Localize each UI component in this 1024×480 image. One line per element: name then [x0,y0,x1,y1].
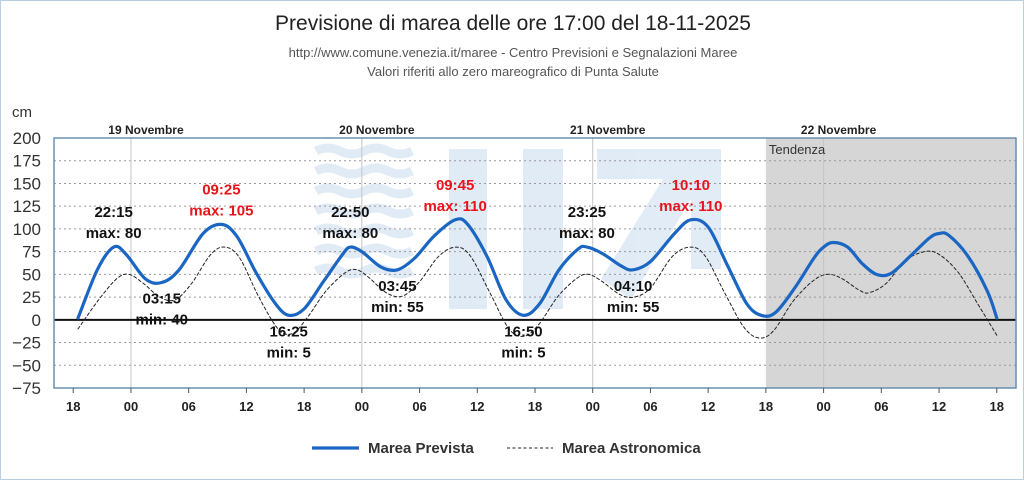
y-tick-label: 25 [22,288,41,307]
y-tick-label: −50 [12,356,41,375]
annotation-time: 09:45 [436,177,474,194]
annotation-value: max: 80 [322,225,378,242]
plot-area: 200 175 150 125 100 75 50 25 0 −25 −50 −75 19 Novemb… [12,123,1017,414]
annotation-value: max: 80 [559,225,615,242]
x-tick-label: 06 [643,399,657,414]
y-tick-label: 125 [13,197,41,216]
x-tick-label: 12 [239,399,253,414]
annotation-time: 16:25 [270,323,308,340]
day-label: 19 Novembre [108,123,184,137]
x-tick-label: 06 [181,399,195,414]
annotation-time: 09:25 [202,181,240,198]
chart-title: Previsione di marea delle ore 17:00 del … [275,12,751,35]
annotation-time: 22:50 [331,204,369,221]
x-tick-label: 00 [816,399,830,414]
y-tick-label: 100 [13,220,41,239]
watermark-wave [313,243,415,259]
trend-label: Tendenza [769,142,826,157]
chart-subtitle-line-1: http://www.comune.venezia.it/maree - Cen… [289,45,738,60]
series-line-marea-prevista [76,217,999,320]
annotation-value: min: 40 [135,312,188,329]
x-tick-label: 00 [124,399,138,414]
annotation-value: min: 5 [267,344,311,361]
day-label: 22 Novembre [801,123,877,137]
annotation-value: min: 5 [501,344,545,361]
watermark-wave [313,163,415,179]
y-tick-label: 0 [32,311,41,330]
watermark-wave [313,203,415,219]
x-tick-label: 00 [355,399,369,414]
trend-shade [765,138,1016,388]
y-tick-label: 75 [22,243,41,262]
x-tick-label: 12 [470,399,484,414]
annotation-value: max: 80 [86,225,142,242]
y-tick-label: −25 [12,334,41,353]
y-tick-label: −75 [12,379,41,398]
annotation-value: max: 110 [659,198,722,215]
annotation-time: 16:50 [504,323,542,340]
annotation-time: 03:45 [378,278,416,295]
x-tick-label: 18 [528,399,542,414]
day-label: 20 Novembre [339,123,415,137]
y-axis-unit: cm [12,104,32,121]
annotation-time: 03:15 [143,291,181,308]
x-tick-label: 18 [297,399,311,414]
annotation-time: 10:10 [672,177,710,194]
annotation-value: min: 55 [607,299,660,316]
annotation-time: 22:15 [94,204,132,221]
watermark-wave [313,183,415,199]
legend-label-marea-astronomica: Marea Astronomica [562,440,701,457]
x-tick-label: 00 [585,399,599,414]
annotation-value: max: 110 [423,198,486,215]
annotation-value: max: 105 [189,202,253,219]
annotation-value: min: 55 [371,299,424,316]
annotation-time: 04:10 [614,278,652,295]
series-line-marea-astronomica [77,246,998,339]
annotation-time: 23:25 [568,204,606,221]
legend-label-marea-prevista: Marea Prevista [368,440,475,457]
watermark-wave [313,143,415,159]
watermark-arrow [597,149,721,299]
y-tick-label: 150 [13,174,41,193]
x-tick-label: 18 [990,399,1004,414]
day-label: 21 Novembre [570,123,646,137]
chart-legend: Marea Prevista Marea Astronomica [312,440,701,457]
chart-subtitle-line-2: Valori riferiti allo zero mareografico d… [367,64,659,79]
watermark-wave [313,223,415,239]
y-tick-label: 200 [13,129,41,148]
y-tick-label: 175 [13,152,41,171]
x-tick-label: 12 [701,399,715,414]
y-tick-label: 50 [22,265,41,284]
x-tick-label: 18 [66,399,80,414]
x-tick-label: 12 [932,399,946,414]
x-tick-label: 18 [759,399,773,414]
x-tick-label: 06 [874,399,888,414]
x-tick-label: 06 [412,399,426,414]
